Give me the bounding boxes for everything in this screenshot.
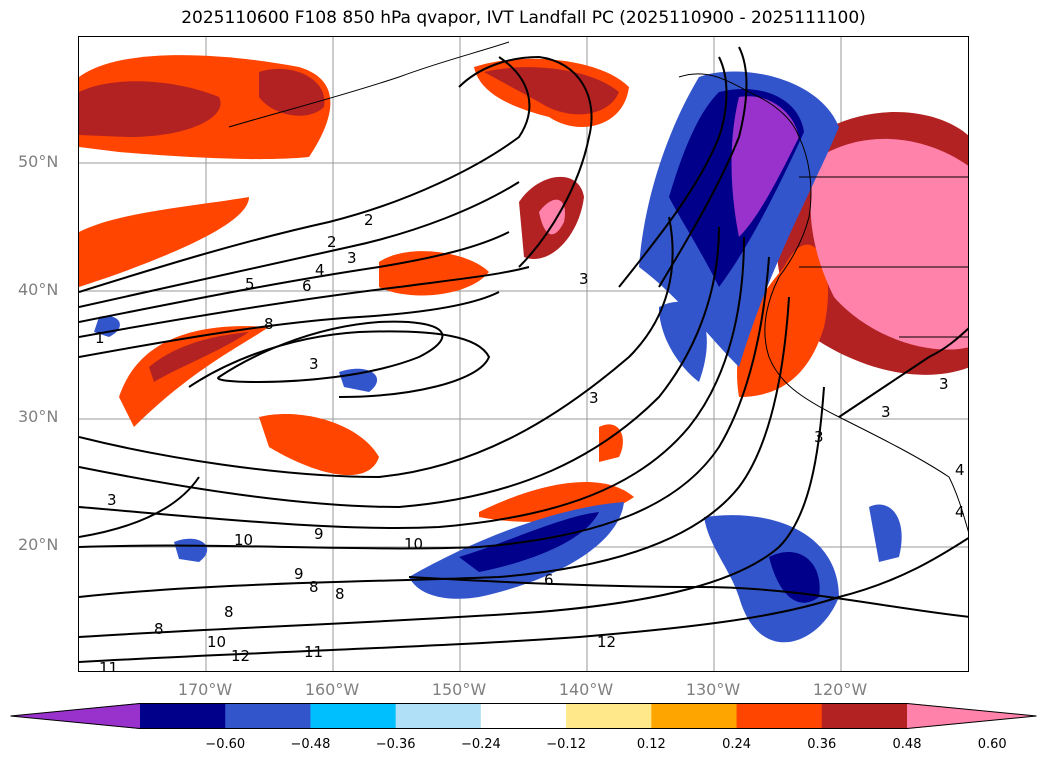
colorbar-segment [140, 703, 226, 729]
colorbar-tick-label: 0.48 [892, 737, 922, 752]
colorbar [10, 703, 1037, 729]
colorbar-tick-label: 0.24 [722, 737, 752, 752]
contour-label: 8 [264, 315, 274, 333]
colorbar-tick-label: 0.60 [977, 737, 1007, 752]
colorbar-segments [10, 703, 1037, 729]
colorbar-segment [651, 703, 738, 729]
contour-label: 3 [589, 389, 599, 407]
ivt-contours [79, 46, 968, 663]
map-title: 2025110600 F108 850 hPa qvapor, IVT Land… [181, 8, 866, 28]
colorbar-tick-label: 0.36 [807, 737, 837, 752]
contour-label: 8 [309, 578, 319, 596]
contour-label: 10 [234, 531, 253, 549]
contour-label: 3 [347, 249, 357, 267]
contour-label: 4 [315, 261, 325, 279]
contour-label: 2 [364, 211, 374, 229]
contour-label: 10 [207, 633, 226, 651]
contour-label: 12 [597, 633, 616, 651]
contour-label: 11 [99, 659, 118, 672]
colorbar-segment [225, 703, 311, 729]
contour-label: 11 [304, 643, 323, 661]
lon-label: 170°W [177, 680, 233, 699]
contour-label: 8 [154, 620, 164, 638]
lat-label: 40°N [18, 280, 59, 299]
contour-label: 3 [579, 270, 589, 288]
contour-label: 3 [814, 428, 824, 446]
contour-label: 3 [939, 375, 949, 393]
contour-label: 3 [309, 355, 319, 373]
colorbar-tick-label: −0.36 [375, 737, 416, 752]
contour-label-group: 2 2 3 4 5 6 3 8 1 3 3 3 3 10 9 10 9 8 8 … [95, 211, 965, 672]
lon-label: 150°W [431, 680, 487, 699]
contour-label: 9 [294, 565, 304, 583]
lon-label: 160°W [304, 680, 360, 699]
lat-label: 30°N [18, 407, 59, 426]
colorbar-tick-label: −0.48 [290, 737, 331, 752]
colorbar-tick-label: −0.60 [205, 737, 246, 752]
colorbar-segment [736, 703, 823, 729]
lon-label: 130°W [685, 680, 741, 699]
contour-label: 6 [302, 277, 312, 295]
lat-label: 50°N [18, 152, 59, 171]
lon-label: 120°W [812, 680, 868, 699]
contour-label: 4 [955, 461, 965, 479]
contour-label: 6 [544, 571, 554, 589]
colorbar-segment [480, 703, 567, 729]
colorbar-segment [821, 703, 908, 729]
colorbar-segment [310, 703, 397, 729]
contour-label: 4 [955, 503, 965, 521]
colorbar-outline [10, 703, 1037, 729]
map-canvas: 2 2 3 4 5 6 3 8 1 3 3 3 3 10 9 10 9 8 8 … [79, 37, 968, 672]
colorbar-extend-max [907, 703, 1037, 729]
lon-label: 140°W [558, 680, 614, 699]
colorbar-segment [395, 703, 482, 729]
contour-label: 5 [245, 275, 255, 293]
contour-label: 10 [404, 535, 423, 553]
lat-label: 20°N [18, 535, 59, 554]
map-panel: 2 2 3 4 5 6 3 8 1 3 3 3 3 10 9 10 9 8 8 … [78, 36, 969, 672]
contour-label: 12 [231, 647, 250, 665]
contour-label: 9 [314, 525, 324, 543]
contour-label: 8 [224, 603, 234, 621]
contour-label: 3 [881, 403, 891, 421]
colorbar-tick-label: 0.12 [636, 737, 666, 752]
colorbar-segment [566, 703, 652, 729]
colorbar-tick-label: −0.24 [460, 737, 501, 752]
contour-label: 3 [107, 491, 117, 509]
colorbar-tick-label: −0.12 [546, 737, 587, 752]
contour-label: 2 [327, 233, 337, 251]
contour-label: 8 [335, 585, 345, 603]
contour-label: 1 [95, 329, 105, 347]
colorbar-extend-min [10, 703, 140, 729]
